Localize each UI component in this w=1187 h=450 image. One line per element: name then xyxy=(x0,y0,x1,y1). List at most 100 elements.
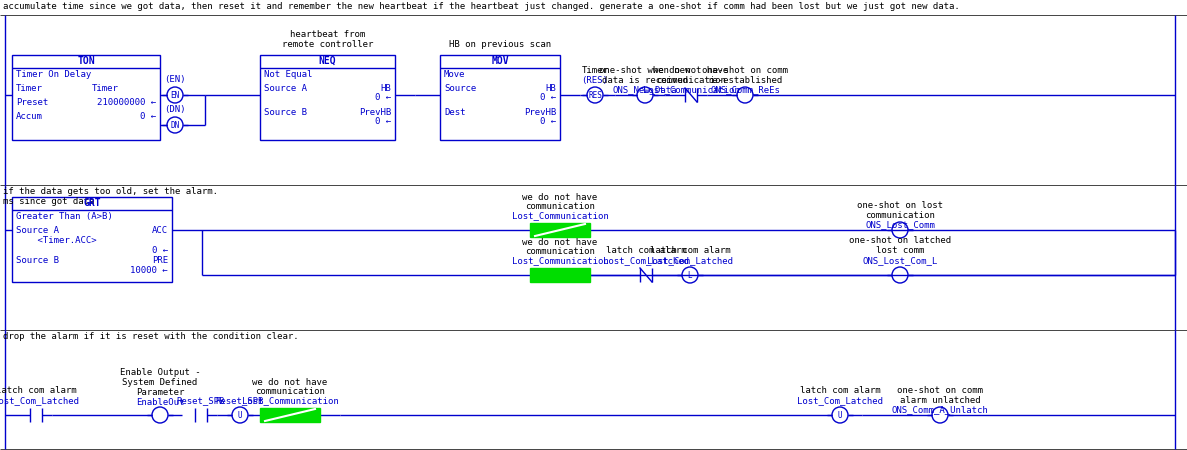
Text: (DN): (DN) xyxy=(164,105,185,114)
Text: communication: communication xyxy=(525,247,595,256)
Text: ACC: ACC xyxy=(152,226,169,235)
Text: Parameter: Parameter xyxy=(135,388,184,397)
Text: Source B: Source B xyxy=(264,108,307,117)
Text: Timer: Timer xyxy=(93,84,119,93)
Text: one-shot on lost: one-shot on lost xyxy=(857,201,942,210)
Text: PRE: PRE xyxy=(152,256,169,265)
Text: Source B: Source B xyxy=(15,256,59,265)
Text: L: L xyxy=(687,270,692,279)
Text: 210000000 ←: 210000000 ← xyxy=(97,98,155,107)
Circle shape xyxy=(683,267,698,283)
Text: Timer: Timer xyxy=(15,84,43,93)
Text: one-shot on comm: one-shot on comm xyxy=(897,386,983,395)
Text: alarm unlatched: alarm unlatched xyxy=(900,396,980,405)
Text: GRT: GRT xyxy=(83,198,101,208)
Bar xyxy=(260,55,395,140)
Text: communication: communication xyxy=(255,387,325,396)
Text: one-shot on latched: one-shot on latched xyxy=(849,236,951,245)
Text: System Defined: System Defined xyxy=(122,378,197,387)
Text: accumulate time since we got data, then reset it and remember the new heartbeat : accumulate time since we got data, then … xyxy=(4,2,960,11)
Circle shape xyxy=(891,222,908,238)
Text: Source: Source xyxy=(444,84,476,93)
Circle shape xyxy=(167,117,183,133)
Text: Accum: Accum xyxy=(15,112,43,121)
Circle shape xyxy=(152,407,169,423)
Circle shape xyxy=(588,87,603,103)
Text: communication: communication xyxy=(656,76,726,85)
Circle shape xyxy=(737,87,753,103)
Text: one-shot on comm: one-shot on comm xyxy=(702,66,788,75)
Text: 0 ←: 0 ← xyxy=(375,117,391,126)
Text: HB on previous scan: HB on previous scan xyxy=(449,40,551,49)
Text: 0 ←: 0 ← xyxy=(140,112,155,121)
Text: drop the alarm if it is reset with the condition clear.: drop the alarm if it is reset with the c… xyxy=(4,332,299,341)
Text: PrevHB: PrevHB xyxy=(358,108,391,117)
Text: we do not have: we do not have xyxy=(522,193,597,202)
Circle shape xyxy=(932,407,948,423)
Text: (EN): (EN) xyxy=(164,75,185,84)
Text: 0 ←: 0 ← xyxy=(152,246,169,255)
Text: ONS_Lost_Comm: ONS_Lost_Comm xyxy=(865,220,935,229)
Text: 0 ←: 0 ← xyxy=(540,117,556,126)
Text: HB: HB xyxy=(545,84,556,93)
Text: EnableOut: EnableOut xyxy=(135,398,184,407)
Text: Move: Move xyxy=(444,70,465,79)
Text: Dest: Dest xyxy=(444,108,465,117)
Text: ms since got data: ms since got data xyxy=(4,197,95,206)
Circle shape xyxy=(637,87,653,103)
Text: Timer: Timer xyxy=(582,66,609,75)
Text: U: U xyxy=(838,410,843,419)
Text: 0 ←: 0 ← xyxy=(375,93,391,102)
Text: HB: HB xyxy=(380,84,391,93)
Text: EN: EN xyxy=(171,90,179,99)
Circle shape xyxy=(891,267,908,283)
Text: TON: TON xyxy=(77,56,95,66)
Text: ONS_Comm_A_Unlatch: ONS_Comm_A_Unlatch xyxy=(891,405,989,414)
Text: Lost_Com_Latched: Lost_Com_Latched xyxy=(796,396,883,405)
Text: latch com alarm: latch com alarm xyxy=(0,386,76,395)
Text: Lost_Com_Latched: Lost_Com_Latched xyxy=(647,256,734,265)
Text: 10000 ←: 10000 ← xyxy=(131,266,169,275)
Text: Not Equal: Not Equal xyxy=(264,70,312,79)
Text: Greater Than (A>B): Greater Than (A>B) xyxy=(15,212,113,221)
Circle shape xyxy=(832,407,848,423)
Text: we do not have: we do not have xyxy=(653,66,729,75)
Text: ONS_Comm_ReEs: ONS_Comm_ReEs xyxy=(710,85,780,94)
Text: communication: communication xyxy=(865,211,935,220)
Text: if the data gets too old, set the alarm.: if the data gets too old, set the alarm. xyxy=(4,187,218,196)
Text: Preset: Preset xyxy=(15,98,49,107)
Text: (RES): (RES) xyxy=(582,76,609,85)
Bar xyxy=(531,268,590,282)
Text: one-shot when new: one-shot when new xyxy=(599,66,691,75)
Text: Reset_SPB: Reset_SPB xyxy=(216,396,265,405)
Text: ONS_Lost_Com_L: ONS_Lost_Com_L xyxy=(863,256,938,265)
Text: MOV: MOV xyxy=(491,56,509,66)
Text: Lost_Com_Latched: Lost_Com_Latched xyxy=(603,256,688,265)
Bar xyxy=(12,197,172,282)
Text: <Timer.ACC>: <Timer.ACC> xyxy=(15,236,96,245)
Text: Source A: Source A xyxy=(15,226,59,235)
Text: data is received: data is received xyxy=(602,76,688,85)
Circle shape xyxy=(231,407,248,423)
Text: latch com alarm: latch com alarm xyxy=(649,246,730,255)
Text: Lost_Communication: Lost_Communication xyxy=(512,211,609,220)
Text: Timer On Delay: Timer On Delay xyxy=(15,70,91,79)
Text: we do not have: we do not have xyxy=(253,378,328,387)
Text: latch com alarm: latch com alarm xyxy=(800,386,881,395)
Text: NEQ: NEQ xyxy=(318,56,336,66)
Text: lost comm: lost comm xyxy=(876,246,925,255)
Text: Lost_Com_Latched: Lost_Com_Latched xyxy=(0,396,80,405)
Text: Lost_Communication: Lost_Communication xyxy=(642,85,740,94)
Text: 0 ←: 0 ← xyxy=(540,93,556,102)
Text: PrevHB: PrevHB xyxy=(523,108,556,117)
Text: heartbeat from: heartbeat from xyxy=(290,30,366,39)
Text: communication: communication xyxy=(525,202,595,211)
Text: RES: RES xyxy=(588,90,602,99)
Text: DN: DN xyxy=(171,121,179,130)
Text: Reset_SPB: Reset_SPB xyxy=(177,396,226,405)
Bar xyxy=(260,408,320,422)
Text: re-established: re-established xyxy=(707,76,782,85)
Bar xyxy=(440,55,560,140)
Bar xyxy=(12,55,160,140)
Text: Lost_Communication: Lost_Communication xyxy=(512,256,609,265)
